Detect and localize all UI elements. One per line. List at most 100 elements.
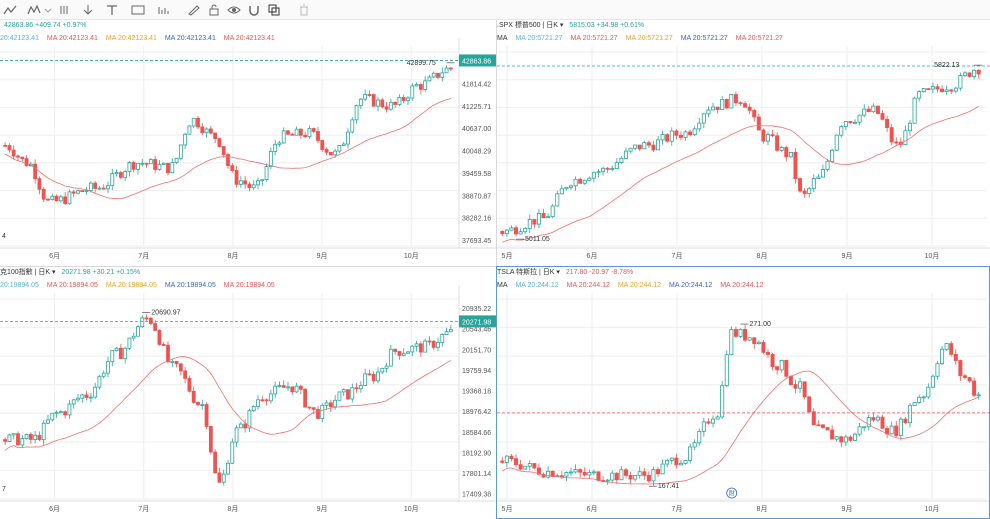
- candle-body: [614, 472, 619, 481]
- candle-body: [784, 359, 789, 377]
- candle-body: [286, 130, 290, 135]
- symbol-label[interactable]: 克100指數 | 日K ▾: [0, 269, 56, 276]
- trash-icon[interactable]: [296, 3, 312, 17]
- magnet-icon[interactable]: [246, 3, 262, 17]
- candle-body: [58, 411, 63, 414]
- candle-body: [926, 88, 931, 91]
- indicator-icon[interactable]: [156, 3, 172, 17]
- pane-divider-vertical[interactable]: [496, 20, 497, 519]
- price-axis-label: 18192.90: [462, 450, 491, 457]
- candle-body: [651, 144, 656, 151]
- month-tick-label: 5月: [502, 505, 513, 513]
- month-tick-label: 6月: [587, 505, 598, 513]
- candle-body: [294, 128, 299, 136]
- arrow-down-icon[interactable]: [80, 3, 96, 17]
- candle-body: [71, 191, 76, 194]
- candle-body: [123, 347, 128, 359]
- candle-body: [729, 329, 734, 356]
- candle-body: [944, 343, 949, 350]
- candle-body: [532, 219, 537, 225]
- candle-body: [816, 176, 821, 179]
- candle-body: [50, 195, 55, 200]
- pattern-icon[interactable]: [26, 3, 42, 17]
- chevron-down-icon[interactable]: [40, 3, 56, 17]
- candle-body: [260, 399, 265, 402]
- price-axis-label: 17801.14: [462, 471, 491, 478]
- candle-body: [674, 130, 679, 136]
- layers-icon[interactable]: [266, 3, 282, 17]
- symbol-label[interactable]: .SPX 標普500 | 日K ▾: [497, 22, 564, 29]
- candle-body: [550, 205, 555, 218]
- earnings-badge-label: 財: [729, 490, 735, 498]
- candle-body: [619, 469, 624, 481]
- pencil-icon[interactable]: [186, 3, 202, 17]
- candle-body: [136, 326, 140, 337]
- chart-pane-spx[interactable]: .SPX 標普500 | 日K ▾ 5815.03 +34.98 +0.61% …: [497, 20, 990, 266]
- candle-body: [183, 133, 188, 146]
- candle-body: [401, 97, 406, 101]
- candle-body: [871, 105, 876, 113]
- candle-body: [756, 341, 761, 345]
- candle-body: [962, 72, 967, 76]
- candle-body: [200, 404, 205, 406]
- candle-body: [623, 469, 628, 476]
- candle-body: [414, 84, 419, 87]
- bars-icon[interactable]: [58, 3, 74, 17]
- price-axis-label: 19368.18: [462, 389, 491, 396]
- candlestick-plot[interactable]: 6月 7月 8月 9月 10月 20935.22 20543.46 20151.70 19759…: [0, 267, 496, 519]
- candle-body: [907, 405, 912, 424]
- pane-header: 42863.86 +409.74 +0.97%: [0, 20, 496, 32]
- candle-body: [384, 365, 389, 369]
- candle-body: [683, 131, 688, 138]
- candle-body: [733, 329, 738, 337]
- candle-body: [200, 126, 205, 134]
- candle-body: [131, 162, 136, 170]
- candle-body: [230, 165, 235, 171]
- candle-body: [820, 169, 825, 178]
- candle-body: [724, 99, 729, 109]
- lock-icon[interactable]: [206, 3, 222, 17]
- text-icon[interactable]: [104, 3, 120, 17]
- candle-body: [839, 436, 844, 443]
- candle-body: [7, 145, 12, 151]
- candle-body: [298, 128, 303, 136]
- symbol-label[interactable]: TSLA 特斯拉 | 日K ▾: [497, 269, 560, 276]
- eye-icon[interactable]: [226, 3, 242, 17]
- candle-body: [333, 150, 338, 156]
- candle-body: [376, 99, 380, 107]
- candlestick-plot[interactable]: 5月 6月 7月 8月 9月 10月 5822.13 5011.05: [497, 20, 990, 266]
- month-tick-label: 7月: [672, 505, 683, 513]
- candle-body: [238, 423, 243, 429]
- candle-body: [536, 467, 541, 475]
- pane-header: .SPX 標普500 | 日K ▾ 5815.03 +34.98 +0.61%: [497, 20, 990, 32]
- candle-body: [401, 352, 406, 356]
- candle-body: [903, 130, 908, 145]
- pane-divider-horizontal[interactable]: [0, 266, 990, 267]
- candle-body: [697, 430, 702, 444]
- chart-pane-ndx[interactable]: 克100指數 | 日K ▾ 20271.98 +30.21 +0.15% 20:…: [0, 267, 496, 519]
- candlestick-plot[interactable]: 5月 6月 7月 8月 9月 10月 271.00 167.41 財: [497, 267, 990, 519]
- candle-body: [894, 141, 899, 144]
- candle-body: [546, 216, 551, 219]
- candle-body: [16, 155, 20, 158]
- candle-body: [541, 473, 546, 478]
- candle-body: [743, 103, 748, 108]
- candle-body: [264, 166, 269, 181]
- last-price-tag: [459, 54, 496, 67]
- candle-body: [264, 399, 269, 402]
- chart-pane-dji[interactable]: 42863.86 +409.74 +0.97% 20:42123.41 MA 2…: [0, 20, 496, 266]
- candle-body: [880, 416, 885, 429]
- candle-body: [11, 149, 16, 157]
- candle-body: [28, 433, 33, 440]
- candle-body: [678, 134, 683, 138]
- candlestick-plot[interactable]: 6月7月8月9月10月42403.1341814.4241225.7140637…: [0, 20, 496, 266]
- candle-body: [958, 360, 963, 377]
- low-mark-label: 5011.05: [525, 236, 550, 243]
- candle-body: [591, 471, 596, 474]
- crosshair-icon[interactable]: [2, 3, 18, 17]
- ma-legend: 20:19894.05 MA 20:19894.05 MA 20:19894.0…: [0, 280, 496, 292]
- image-icon[interactable]: [130, 3, 146, 17]
- candle-body: [166, 344, 170, 363]
- candle-body: [601, 167, 606, 173]
- chart-pane-tsla[interactable]: TSLA 特斯拉 | 日K ▾ 217.80 -20.97 -8.78% MA …: [497, 267, 990, 519]
